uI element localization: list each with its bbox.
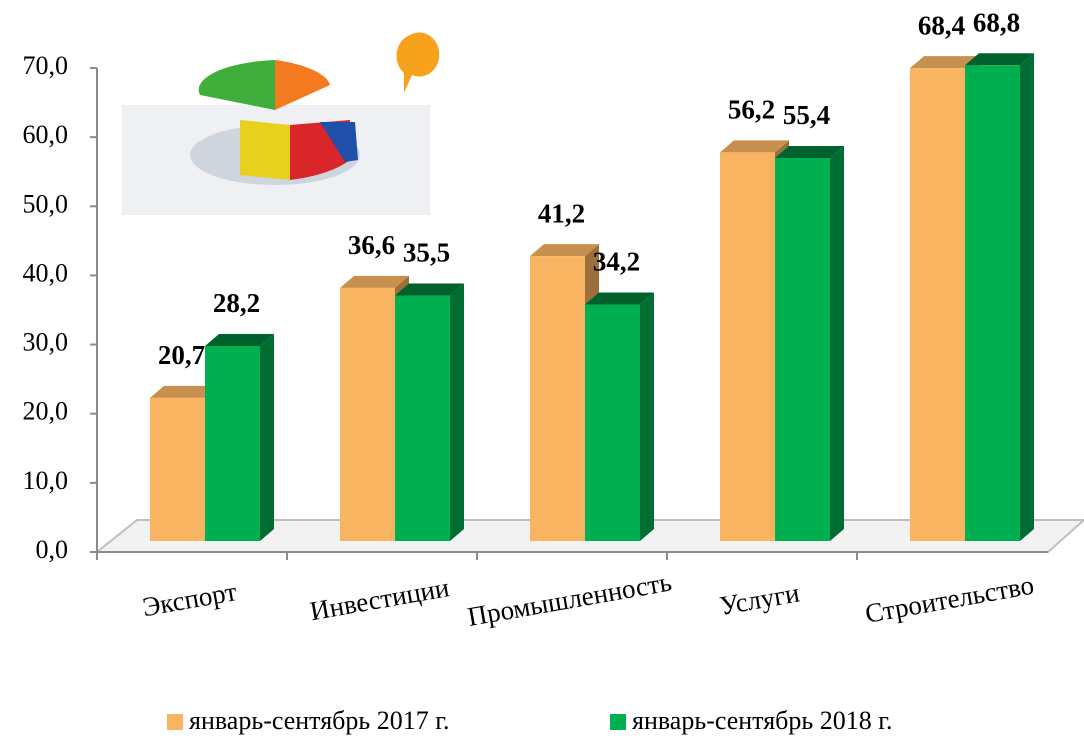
bar-top bbox=[150, 385, 219, 398]
legend-label: январь-сентябрь 2018 г. bbox=[632, 706, 892, 735]
bar-top bbox=[340, 275, 409, 288]
y-tick-label: 10,0 bbox=[23, 466, 69, 495]
decoration bbox=[122, 32, 440, 215]
bar-top bbox=[395, 283, 464, 296]
bar bbox=[205, 346, 260, 541]
bar-top bbox=[530, 244, 599, 257]
legend-label: январь-сентябрь 2017 г. bbox=[189, 706, 449, 735]
value-label: 68,8 bbox=[973, 8, 1020, 38]
bar-side bbox=[830, 145, 844, 541]
value-label: 28,2 bbox=[213, 288, 260, 318]
bar bbox=[965, 65, 1020, 541]
y-tick-label: 20,0 bbox=[23, 397, 69, 426]
decoration-bubble bbox=[396, 32, 440, 93]
value-label: 55,4 bbox=[783, 100, 830, 130]
x-tick-label: Экспорт bbox=[140, 576, 239, 622]
bar bbox=[585, 304, 640, 541]
value-label: 35,5 bbox=[403, 238, 450, 268]
bar-side bbox=[450, 283, 464, 541]
bar-top bbox=[720, 140, 789, 153]
x-tick-label: Инвестиции bbox=[308, 572, 452, 626]
bar bbox=[720, 152, 775, 541]
bar bbox=[910, 68, 965, 541]
decoration-wedge bbox=[275, 60, 330, 110]
bar bbox=[150, 397, 205, 541]
x-tick-label: Промышленность bbox=[465, 567, 674, 632]
bar bbox=[340, 287, 395, 541]
bar bbox=[775, 157, 830, 541]
y-tick-label: 40,0 bbox=[23, 258, 69, 287]
value-label: 20,7 bbox=[158, 340, 205, 370]
decoration-wedge bbox=[240, 120, 290, 180]
legend-swatch bbox=[167, 714, 183, 730]
bar bbox=[530, 256, 585, 541]
bar-top bbox=[775, 145, 844, 158]
x-tick-label: Услуги bbox=[717, 577, 801, 620]
value-label: 41,2 bbox=[538, 198, 585, 228]
x-tick-label: Строительство bbox=[863, 570, 1036, 629]
value-label: 68,4 bbox=[918, 10, 965, 40]
value-label: 36,6 bbox=[348, 230, 395, 260]
bar-side bbox=[260, 334, 274, 541]
y-tick-label: 30,0 bbox=[23, 328, 69, 357]
bar-top bbox=[965, 53, 1034, 66]
bar bbox=[395, 295, 450, 541]
bar-top bbox=[205, 334, 274, 347]
y-tick-label: 50,0 bbox=[23, 189, 69, 218]
y-tick-label: 0,0 bbox=[36, 535, 69, 564]
y-tick-label: 60,0 bbox=[23, 120, 69, 149]
bar-top bbox=[910, 56, 979, 69]
value-label: 56,2 bbox=[728, 95, 775, 125]
y-tick-label: 70,0 bbox=[23, 51, 69, 80]
bar-side bbox=[1020, 53, 1034, 541]
decoration-wedge bbox=[198, 60, 275, 110]
legend-swatch bbox=[610, 714, 626, 730]
bar-top bbox=[585, 292, 654, 305]
bar-side bbox=[640, 292, 654, 541]
decoration-wedge bbox=[320, 122, 358, 162]
value-label: 34,2 bbox=[593, 247, 640, 277]
